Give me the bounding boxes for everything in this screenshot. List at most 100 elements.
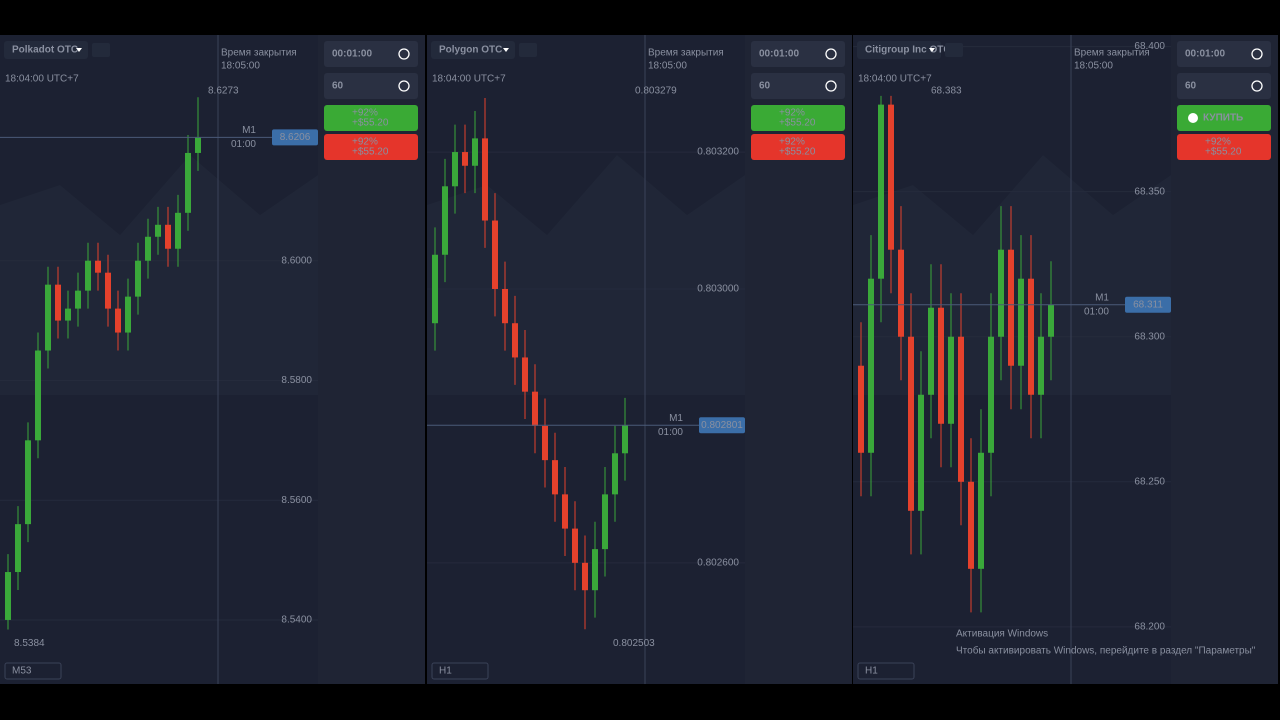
candle-body [948, 336, 954, 424]
asset-button[interactable] [431, 41, 515, 59]
menu-button[interactable] [92, 43, 110, 57]
watermark-text: Чтобы активировать Windows, перейдите в … [956, 645, 1256, 657]
clock-icon [398, 48, 410, 60]
timeframe[interactable]: H1 [439, 666, 452, 677]
down-percent[interactable]: +92% [779, 137, 805, 148]
amount-box[interactable] [1177, 73, 1271, 99]
high-label: 0.803279 [635, 86, 677, 97]
asset-name[interactable]: Citigroup Inc OTC [865, 45, 951, 56]
up-payout[interactable]: +$55.20 [352, 118, 389, 129]
down-payout[interactable]: +$55.20 [1205, 147, 1242, 158]
candle-body [582, 562, 588, 591]
y-tick-label: 0.803000 [697, 284, 739, 295]
amount[interactable]: 60 [1185, 81, 1197, 92]
current-price: 8.6206 [280, 132, 311, 143]
candle-body [532, 391, 538, 426]
candle-body [125, 296, 131, 333]
amount[interactable]: 60 [759, 81, 771, 92]
y-tick-label: 8.6000 [281, 255, 312, 266]
candle-body [988, 336, 994, 453]
mountains [0, 155, 318, 395]
candle-body [25, 440, 31, 525]
timer-box[interactable] [1177, 41, 1271, 67]
candle-body [492, 220, 498, 289]
candle-body [145, 236, 151, 261]
timer-box[interactable] [751, 41, 845, 67]
dropdown-arrow [76, 48, 82, 52]
candle-body [542, 425, 548, 461]
asset-button[interactable] [857, 41, 941, 59]
down-button[interactable] [1177, 134, 1271, 160]
mountains [427, 155, 745, 395]
candle-body [75, 290, 81, 309]
down-percent[interactable]: +92% [1205, 137, 1231, 148]
asset-name[interactable]: Polkadot OTC [12, 45, 78, 56]
clock-icon [825, 48, 837, 60]
candle-body [45, 284, 51, 351]
current-price-box [272, 129, 318, 146]
line-label: M1 [669, 413, 683, 424]
line-label: M1 [242, 125, 256, 136]
asset-button[interactable] [4, 41, 88, 59]
close-time: 18:05:00 [221, 61, 260, 72]
candle-body [928, 307, 934, 395]
menu-button[interactable] [519, 43, 537, 57]
candle-body [482, 138, 488, 221]
candle-body [622, 425, 628, 454]
amount-box[interactable] [324, 73, 418, 99]
timer-box[interactable] [324, 41, 418, 67]
current-price-box [1125, 296, 1171, 313]
y-tick-label: 8.5600 [281, 495, 312, 506]
y-tick-label: 0.803200 [697, 147, 739, 158]
dropdown-arrow [929, 48, 935, 52]
amount-box[interactable] [751, 73, 845, 99]
close-label: Время закрытия [648, 48, 724, 59]
candle-body [472, 138, 478, 166]
candle-body [552, 460, 558, 495]
up-payout[interactable]: +$55.20 [779, 118, 816, 129]
low-label: 0.802503 [613, 638, 655, 649]
timer[interactable]: 00:01:00 [759, 49, 799, 60]
candle-body [1048, 304, 1054, 337]
up-button[interactable] [1177, 105, 1271, 131]
timeframe-button[interactable] [4, 662, 62, 680]
amount[interactable]: 60 [332, 81, 344, 92]
down-payout[interactable]: +$55.20 [779, 147, 816, 158]
currency-icon [825, 80, 837, 92]
candle-body [898, 249, 904, 337]
timeframe-button[interactable] [857, 662, 915, 680]
y-tick-label: 68.350 [1134, 186, 1165, 197]
timeframe-button[interactable] [431, 662, 489, 680]
up-button[interactable] [324, 105, 418, 131]
current-price: 0.802801 [701, 420, 743, 431]
up-button[interactable] [751, 105, 845, 131]
candle-body [115, 308, 121, 333]
down-button[interactable] [324, 134, 418, 160]
candle-body [35, 350, 41, 441]
candle-body [175, 212, 181, 249]
down-button[interactable] [751, 134, 845, 160]
timeframe[interactable]: H1 [865, 666, 878, 677]
high-label: 68.383 [931, 86, 962, 97]
high-label: 8.6273 [208, 86, 239, 97]
watermark-title: Активация Windows [956, 629, 1048, 640]
candle-body [1008, 249, 1014, 366]
asset-name[interactable]: Polygon OTC [439, 45, 502, 56]
down-percent[interactable]: +92% [352, 137, 378, 148]
timeframe[interactable]: M53 [12, 666, 32, 677]
line-time: 01:00 [658, 427, 683, 438]
y-tick-label: 68.300 [1134, 331, 1165, 342]
timer[interactable]: 00:01:00 [1185, 49, 1225, 60]
down-payout[interactable]: +$55.20 [352, 147, 389, 158]
up-percent[interactable]: +92% [779, 108, 805, 119]
up-label[interactable]: КУПИТЬ [1203, 113, 1243, 124]
up-percent[interactable]: +92% [352, 108, 378, 119]
timer[interactable]: 00:01:00 [332, 49, 372, 60]
menu-button[interactable] [945, 43, 963, 57]
candle-body [185, 152, 191, 213]
candle-body [105, 272, 111, 309]
candle-body [858, 365, 864, 453]
server-time: 18:04:00 UTC+7 [858, 74, 932, 85]
close-label: Время закрытия [1074, 48, 1150, 59]
